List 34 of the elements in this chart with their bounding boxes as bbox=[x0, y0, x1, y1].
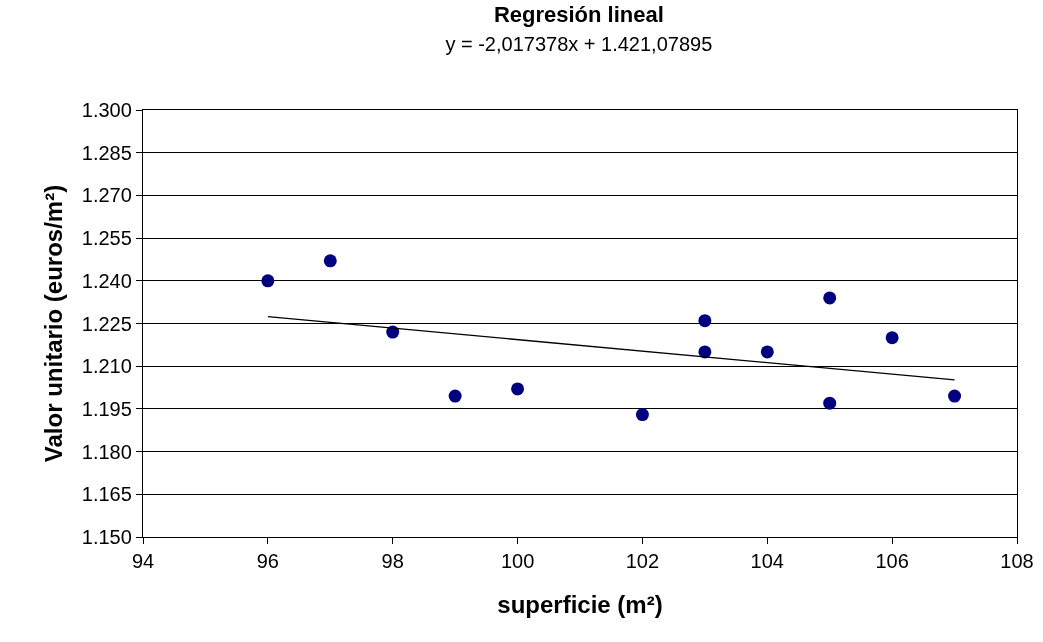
x-tick-label: 96 bbox=[256, 550, 279, 573]
point bbox=[823, 291, 837, 305]
y-tick-label: 1.240 bbox=[81, 269, 132, 292]
point bbox=[948, 389, 962, 403]
x-tick-label: 104 bbox=[750, 550, 784, 573]
point bbox=[635, 408, 649, 422]
chart-subtitle: y = -2,017378x + 1.421,07895 bbox=[445, 33, 713, 56]
y-tick-label: 1.210 bbox=[81, 355, 132, 378]
y-tick-label: 1.225 bbox=[81, 312, 132, 335]
x-tick-label: 94 bbox=[131, 550, 155, 573]
point bbox=[448, 389, 462, 403]
x-tick-label: 98 bbox=[381, 550, 404, 573]
y-tick-label: 1.270 bbox=[81, 184, 132, 207]
chart-title: Regresión lineal bbox=[493, 2, 664, 28]
y-tick-label: 1.300 bbox=[81, 99, 132, 121]
point bbox=[760, 345, 774, 359]
x-tick-label: 100 bbox=[500, 550, 535, 573]
x-tick-label: 108 bbox=[1000, 550, 1034, 573]
point bbox=[511, 382, 525, 396]
point bbox=[698, 314, 712, 328]
y-tick-label: 1.255 bbox=[81, 227, 132, 250]
y-tick-label: 1.165 bbox=[81, 483, 132, 506]
y-tick-label: 1.195 bbox=[81, 397, 132, 420]
x-tick-label: 106 bbox=[875, 550, 909, 573]
y-tick-label: 1.285 bbox=[81, 141, 132, 164]
point bbox=[261, 274, 275, 288]
point bbox=[323, 254, 337, 268]
x-tick-label: 102 bbox=[625, 550, 660, 573]
y-axis-title: Valor unitario (euros/m²) bbox=[39, 184, 67, 463]
y-tick-label: 1.180 bbox=[81, 440, 132, 463]
point bbox=[823, 396, 837, 410]
y-tick-label: 1.150 bbox=[81, 526, 132, 548]
x-axis-title: superficie (m²) bbox=[497, 591, 663, 619]
point bbox=[885, 331, 899, 345]
